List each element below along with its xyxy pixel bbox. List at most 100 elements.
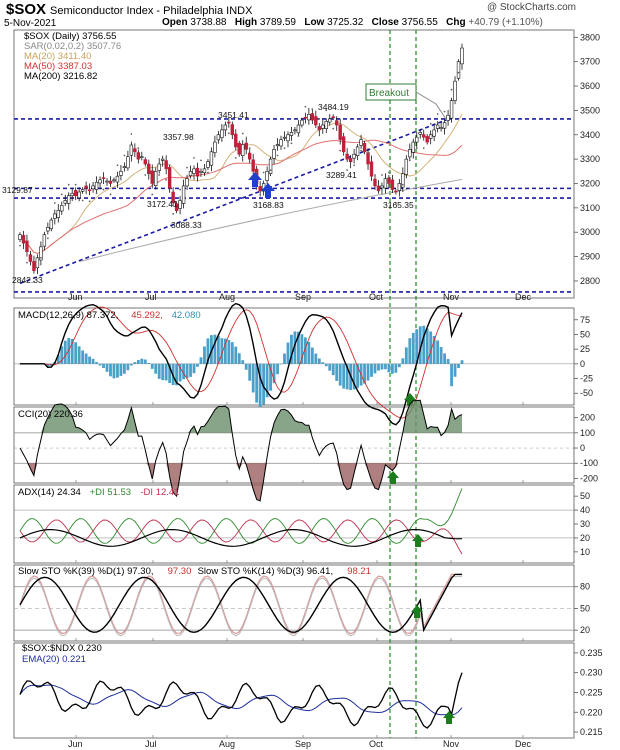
quote-date: 5-Nov-2021: [4, 18, 57, 29]
y-tick-label: 3400: [580, 130, 600, 140]
macd-histogram-bar: [147, 362, 151, 364]
macd-histogram-bar: [70, 338, 74, 364]
candle: [84, 185, 88, 189]
candle: [282, 136, 287, 139]
macd-histogram-bar: [415, 329, 419, 364]
macd-histogram-bar: [262, 363, 266, 405]
candle: [449, 100, 454, 119]
macd-histogram-bar: [276, 363, 279, 375]
candle: [248, 152, 252, 160]
macd-histogram-bar: [74, 342, 78, 364]
candle: [199, 171, 203, 173]
macd-histogram-bar: [56, 355, 60, 364]
macd-histogram-bar: [397, 363, 401, 368]
candle: [150, 170, 154, 184]
candle: [115, 175, 120, 183]
macd-histogram-bar: [293, 331, 297, 364]
macd-histogram-bar: [119, 363, 123, 376]
x-tick-label: Nov: [443, 292, 460, 302]
candle: [432, 129, 436, 137]
x-tick-label: Dec: [515, 739, 532, 749]
x-tick-label: Nov: [443, 739, 460, 749]
candle: [265, 171, 269, 181]
sar-dot: [19, 244, 21, 247]
candle: [335, 120, 339, 126]
sar-dot: [81, 199, 84, 202]
candle: [387, 177, 391, 184]
candle: [216, 134, 221, 141]
macd-histogram-bar: [345, 363, 349, 390]
candle: [46, 227, 50, 232]
cci-oversold-fill: [20, 463, 462, 501]
sar-dot: [374, 174, 376, 176]
candle: [293, 129, 297, 132]
sar-dot: [179, 188, 181, 191]
candle: [380, 185, 384, 189]
sar-dot: [422, 147, 425, 150]
candle: [324, 121, 328, 129]
price-point-label: 3357.98: [163, 132, 194, 142]
candle: [272, 149, 276, 159]
candle: [425, 136, 429, 143]
y-tick-label: 3200: [580, 178, 600, 188]
candle: [442, 122, 447, 129]
candle: [70, 192, 74, 196]
macd-histogram-bar: [91, 358, 95, 364]
y-tick-label: 0.235: [580, 648, 603, 658]
candle: [94, 181, 99, 190]
macd-histogram-bar: [425, 328, 429, 364]
sto14-k-line: [19, 576, 462, 637]
candle: [147, 163, 151, 175]
price-point-label: 3172.41: [147, 199, 178, 209]
macd-histogram-bar: [380, 363, 384, 370]
macd-histogram-bar: [408, 338, 412, 364]
candle: [39, 246, 43, 261]
sar-dot: [255, 171, 258, 174]
price-point-label: 3451.41: [218, 110, 249, 120]
candle: [154, 171, 158, 186]
x-tick-label: Aug: [219, 739, 235, 749]
macd-histogram-bar: [297, 331, 300, 364]
candle: [122, 166, 127, 168]
macd-histogram-bar: [241, 360, 245, 364]
candle: [268, 158, 273, 174]
legend-entry: EMA(20) 0.221: [22, 654, 86, 665]
candle: [460, 47, 464, 65]
candle: [63, 200, 67, 204]
candle: [129, 144, 134, 156]
candle: [456, 61, 461, 79]
candle: [56, 209, 60, 218]
price-point-label: 3168.83: [253, 200, 284, 210]
macd-histogram-bar: [450, 363, 453, 387]
macd-histogram-bar: [244, 363, 248, 370]
macd-histogram-bar: [255, 363, 259, 403]
candle: [60, 205, 64, 212]
candle: [188, 171, 193, 176]
sar-dot: [394, 202, 397, 204]
sar-dot: [60, 193, 63, 196]
sar-dot: [220, 139, 223, 142]
macd-histogram-bar: [182, 363, 185, 380]
y-tick-label: 3700: [580, 57, 600, 67]
candle: [195, 167, 200, 177]
panel-frame-4: [13, 564, 575, 642]
candle: [415, 136, 419, 143]
sar-dot: [450, 88, 453, 91]
macd-histogram-bar: [216, 335, 220, 364]
high-value: 3789.59: [259, 17, 296, 28]
sar-dot: [88, 200, 91, 203]
y-tick-label: 20: [580, 533, 590, 543]
macd-histogram-bar: [321, 362, 325, 364]
sto14-d-line: [19, 573, 462, 635]
sar-dot: [200, 159, 202, 162]
macd-histogram-bar: [88, 356, 92, 364]
macd-histogram-bar: [401, 358, 405, 364]
candle: [314, 116, 318, 126]
sar-dot: [74, 183, 77, 186]
candle: [362, 142, 367, 153]
y-tick-label: 3600: [580, 81, 600, 91]
candle: [230, 124, 234, 136]
title-row: $SOX Semiconductor Index - Philadelphia I…: [6, 1, 252, 19]
candle: [300, 119, 304, 126]
